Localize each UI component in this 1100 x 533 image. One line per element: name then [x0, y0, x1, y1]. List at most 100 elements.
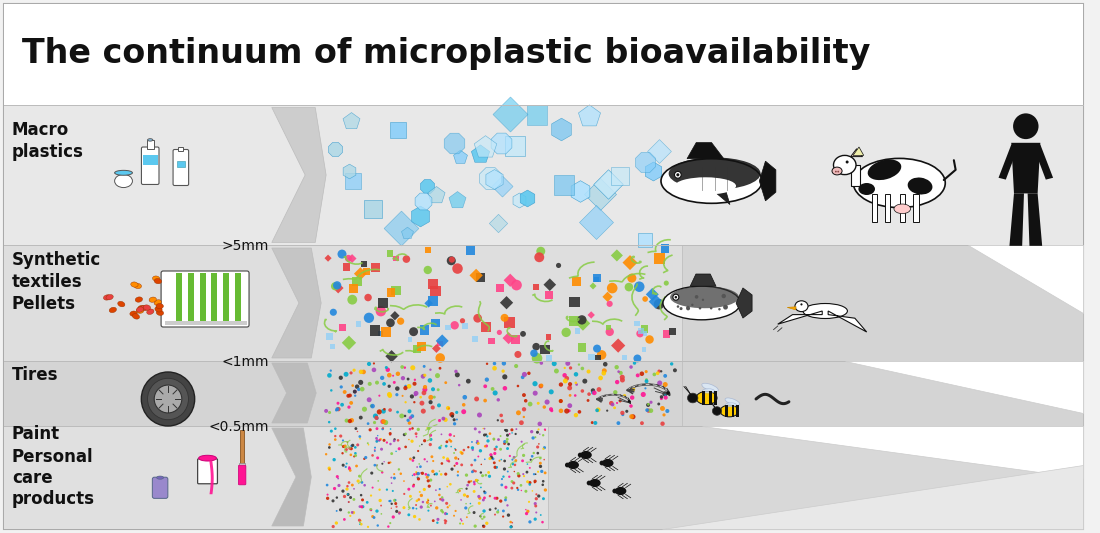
Point [371, 486, 388, 494]
Point [329, 472, 346, 481]
Point [408, 463, 426, 471]
FancyBboxPatch shape [173, 149, 188, 185]
Point [532, 381, 550, 390]
Point [334, 461, 352, 470]
Point [345, 452, 363, 461]
Point [552, 407, 570, 415]
Point [379, 458, 397, 467]
Point [493, 455, 510, 464]
Point [524, 487, 541, 495]
Point [466, 467, 484, 475]
Point [341, 512, 359, 520]
Point [652, 394, 670, 403]
Point [466, 456, 484, 464]
Point [486, 359, 504, 368]
Point [495, 507, 513, 515]
Point [509, 409, 527, 417]
Point [498, 426, 516, 435]
Bar [240, 463, 245, 468]
Point [339, 482, 356, 490]
Ellipse shape [590, 480, 600, 487]
Point [352, 413, 370, 422]
Point [542, 405, 560, 414]
Point [466, 522, 484, 530]
Point [496, 373, 514, 381]
Point [515, 451, 532, 459]
Point [327, 432, 344, 440]
Point [492, 445, 509, 454]
Point [498, 438, 516, 446]
Bar [146, 140, 154, 149]
Point [363, 402, 381, 410]
Point [477, 323, 495, 332]
Point [372, 435, 389, 443]
Point [387, 503, 405, 511]
Point [496, 426, 514, 434]
Point [497, 298, 515, 307]
Point [336, 492, 353, 500]
Bar [165, 321, 248, 325]
Point [446, 449, 463, 457]
Point [628, 319, 646, 328]
Point [414, 399, 431, 407]
Point [595, 369, 613, 377]
Circle shape [578, 453, 583, 457]
Point [355, 405, 373, 414]
Point [454, 520, 472, 528]
Point [528, 110, 546, 119]
Circle shape [722, 294, 726, 298]
Point [346, 391, 364, 400]
Point [603, 399, 620, 407]
Point [425, 516, 442, 525]
Point [370, 477, 387, 485]
Text: <0.5mm: <0.5mm [208, 420, 268, 434]
Point [405, 454, 422, 462]
Point [500, 109, 518, 118]
Point [483, 337, 500, 345]
Point [340, 392, 358, 400]
Point [341, 444, 359, 453]
Point [336, 387, 353, 396]
Point [532, 359, 550, 367]
Point [660, 175, 678, 184]
Point [502, 276, 519, 285]
Point [400, 407, 418, 416]
Point [552, 397, 570, 405]
Point [509, 486, 527, 494]
Point [543, 406, 561, 415]
Point [443, 255, 461, 264]
Point [536, 455, 553, 464]
Point [383, 352, 400, 360]
Point [416, 385, 433, 394]
Point [384, 372, 402, 380]
Polygon shape [272, 428, 311, 526]
Polygon shape [828, 311, 867, 332]
Point [446, 462, 463, 470]
Point [332, 432, 350, 440]
Point [420, 299, 438, 308]
Point [340, 508, 358, 516]
Point [502, 451, 519, 460]
Point [529, 399, 547, 408]
Point [341, 466, 359, 475]
Point [405, 481, 422, 489]
FancyBboxPatch shape [152, 477, 168, 498]
Point [368, 454, 386, 462]
Point [524, 452, 541, 461]
FancyBboxPatch shape [4, 105, 1084, 245]
Point [395, 503, 412, 512]
Point [437, 516, 454, 524]
Point [338, 263, 355, 272]
Point [446, 432, 463, 440]
Point [328, 507, 345, 515]
Point [439, 455, 456, 463]
Point [359, 439, 376, 448]
Point [449, 471, 466, 480]
Point [343, 416, 361, 425]
Point [588, 406, 606, 415]
Point [518, 510, 536, 518]
Point [394, 374, 411, 382]
Point [411, 442, 429, 450]
Point [320, 371, 338, 379]
Point [437, 510, 454, 518]
